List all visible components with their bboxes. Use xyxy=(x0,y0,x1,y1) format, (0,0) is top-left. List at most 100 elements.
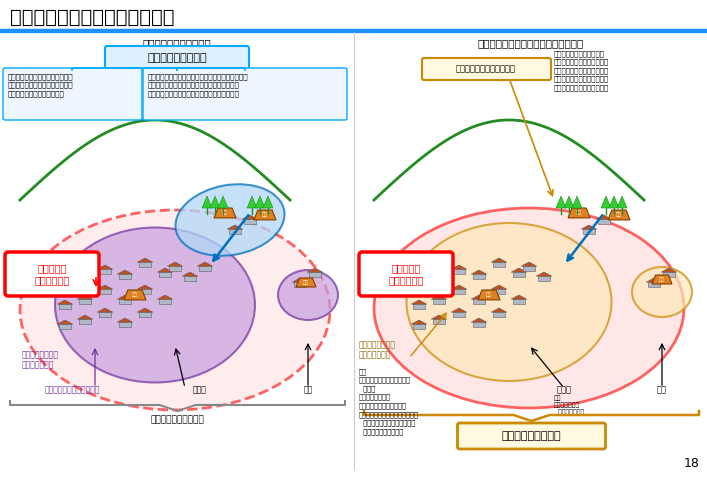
FancyBboxPatch shape xyxy=(359,252,453,296)
Polygon shape xyxy=(159,272,171,277)
Text: 盛土: 盛土 xyxy=(659,277,665,282)
Polygon shape xyxy=(598,219,610,224)
Text: 隣接・近接する土地の区域: 隣接・近接する土地の区域 xyxy=(456,64,516,74)
Polygon shape xyxy=(117,318,133,322)
Polygon shape xyxy=(139,289,151,294)
Ellipse shape xyxy=(278,270,338,320)
Polygon shape xyxy=(538,276,550,281)
Polygon shape xyxy=(473,274,485,279)
Polygon shape xyxy=(309,272,321,277)
Polygon shape xyxy=(451,265,467,269)
Text: 宅地造成等
工事規制区域: 宅地造成等 工事規制区域 xyxy=(388,263,423,285)
Polygon shape xyxy=(471,295,487,299)
Polygon shape xyxy=(59,284,71,289)
Polygon shape xyxy=(79,299,91,304)
Polygon shape xyxy=(431,295,447,299)
Polygon shape xyxy=(124,290,146,300)
Polygon shape xyxy=(97,265,113,269)
Polygon shape xyxy=(255,196,265,208)
Polygon shape xyxy=(413,284,425,289)
Polygon shape xyxy=(608,210,630,220)
Polygon shape xyxy=(451,285,467,289)
FancyBboxPatch shape xyxy=(3,68,142,120)
Polygon shape xyxy=(263,196,273,208)
Text: 要件に該当する範囲: 要件に該当する範囲 xyxy=(502,431,561,441)
Polygon shape xyxy=(572,196,582,208)
Text: 盛土等の崩落により隣接・近接す
る保全対象の存する土地の区域に
土砂の流出が想定される区域: 盛土等の崩落により隣接・近接す る保全対象の存する土地の区域に 土砂の流出が想定… xyxy=(8,73,74,97)
Text: 宅地造成等
工事規制区域: 宅地造成等 工事規制区域 xyxy=(35,263,69,285)
Text: 市街地: 市街地 xyxy=(556,385,571,394)
Polygon shape xyxy=(294,282,306,287)
Polygon shape xyxy=(218,196,228,208)
Text: 集落: 集落 xyxy=(303,385,312,394)
Polygon shape xyxy=(663,272,675,277)
Polygon shape xyxy=(117,295,133,299)
Polygon shape xyxy=(99,289,111,294)
Text: 盛土: 盛土 xyxy=(262,212,268,218)
Polygon shape xyxy=(478,290,500,300)
Text: 盛土: 盛土 xyxy=(222,210,228,216)
Polygon shape xyxy=(79,319,91,324)
FancyBboxPatch shape xyxy=(5,252,99,296)
Polygon shape xyxy=(652,275,672,284)
Text: 特定盛土等規制区域: 特定盛土等規制区域 xyxy=(147,53,207,63)
Polygon shape xyxy=(471,270,487,274)
Polygon shape xyxy=(197,262,213,266)
Polygon shape xyxy=(491,308,507,312)
Polygon shape xyxy=(493,262,505,267)
Text: 特定盛土等規制区域のイメージ: 特定盛土等規制区域のイメージ xyxy=(10,8,175,27)
Polygon shape xyxy=(646,278,662,282)
Polygon shape xyxy=(308,268,323,272)
Polygon shape xyxy=(433,299,445,304)
Polygon shape xyxy=(229,229,241,234)
Polygon shape xyxy=(617,196,627,208)
Text: 保全対象の存する区域: 保全対象の存する区域 xyxy=(151,415,204,424)
Polygon shape xyxy=(596,215,612,219)
Polygon shape xyxy=(453,289,465,294)
Polygon shape xyxy=(159,299,171,304)
Text: 盛土等の崩落により流出した土砂が、土石流となっ
て渓流等を流下し、保全対象の存する土地の区
域に到達することが想定される渓流等の上流域: 盛土等の崩落により流出した土砂が、土石流となっ て渓流等を流下し、保全対象の存す… xyxy=(148,73,249,97)
Polygon shape xyxy=(167,262,183,266)
Polygon shape xyxy=(471,318,487,322)
Text: 盛土: 盛土 xyxy=(132,292,138,298)
Polygon shape xyxy=(214,208,236,218)
Polygon shape xyxy=(77,315,93,319)
Polygon shape xyxy=(243,215,258,219)
Polygon shape xyxy=(99,312,111,317)
Polygon shape xyxy=(202,196,212,208)
Polygon shape xyxy=(511,268,527,272)
Polygon shape xyxy=(564,196,574,208)
FancyBboxPatch shape xyxy=(105,46,249,70)
Ellipse shape xyxy=(20,210,330,410)
Polygon shape xyxy=(521,262,537,266)
Polygon shape xyxy=(227,225,243,229)
Polygon shape xyxy=(210,196,220,208)
Polygon shape xyxy=(296,278,316,287)
Polygon shape xyxy=(77,295,93,299)
Text: 18: 18 xyxy=(684,457,700,470)
Text: ＜特定盛土等規制区域＞: ＜特定盛土等規制区域＞ xyxy=(143,38,211,48)
Polygon shape xyxy=(609,196,619,208)
Polygon shape xyxy=(97,285,113,289)
Polygon shape xyxy=(157,295,173,299)
Polygon shape xyxy=(581,225,597,229)
Ellipse shape xyxy=(374,208,684,408)
Polygon shape xyxy=(568,208,590,218)
Text: 盛土: 盛土 xyxy=(616,212,622,218)
Polygon shape xyxy=(244,219,256,224)
Polygon shape xyxy=(99,269,111,274)
Polygon shape xyxy=(433,279,445,284)
Polygon shape xyxy=(79,279,91,284)
Text: 盛土: 盛土 xyxy=(576,210,582,216)
Polygon shape xyxy=(601,196,611,208)
Polygon shape xyxy=(157,268,173,272)
Text: 集落: 集落 xyxy=(657,385,667,394)
Polygon shape xyxy=(493,289,505,294)
Polygon shape xyxy=(119,274,131,279)
FancyBboxPatch shape xyxy=(143,68,347,120)
Polygon shape xyxy=(413,324,425,329)
Text: 盛土: 盛土 xyxy=(486,292,492,298)
Polygon shape xyxy=(493,312,505,317)
Text: 市街地となろうと
する土地の区域: 市街地となろうと する土地の区域 xyxy=(359,340,396,359)
Ellipse shape xyxy=(632,267,692,317)
